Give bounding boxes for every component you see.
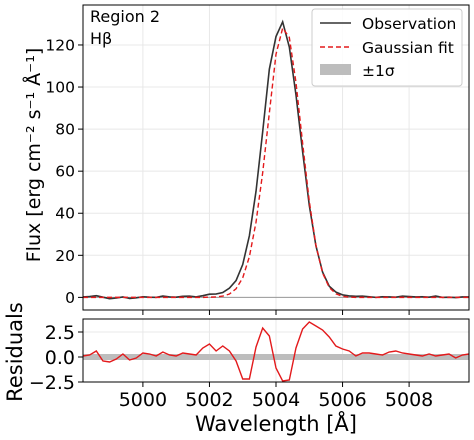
top-y-tick-label: 40: [55, 205, 75, 223]
x-tick-label: 5004: [252, 389, 300, 411]
bottom-y-tick-label: 2.5: [45, 322, 75, 344]
top-y-axis-label: Flux [erg cm⁻² s⁻¹ Å⁻¹]: [22, 48, 45, 263]
legend-error-band-label: ±1σ: [362, 62, 395, 80]
bottom-y-ticks: 2.5 0.0 −2.5: [29, 322, 83, 394]
line-annotation: Hβ: [90, 29, 112, 48]
top-y-tick-label: 20: [55, 247, 75, 265]
top-y-tick-label: 120: [45, 36, 75, 54]
region-annotation: Region 2: [90, 7, 160, 26]
top-axes-frame: [82, 4, 470, 311]
bottom-y-tick-label: −2.5: [29, 372, 75, 394]
legend-error-band-swatch: [320, 64, 351, 75]
bottom-y-tick-label: 0.0: [45, 347, 75, 369]
bottom-y-axis-label: Residuals: [3, 302, 27, 402]
top-y-tick-label: 0: [65, 289, 75, 307]
x-tick-label: 5000: [119, 389, 167, 411]
residuals-line: [82, 321, 470, 382]
bottom-x-ticks: 5000 5002 5004 5006 5008: [119, 382, 433, 411]
x-axis-label: Wavelength [Å]: [195, 410, 357, 436]
x-tick-label: 5002: [185, 389, 233, 411]
top-y-tick-label: 100: [45, 79, 75, 97]
x-tick-label: 5006: [318, 389, 366, 411]
top-y-ticks: 0 20 40 60 80 100 120: [45, 36, 83, 307]
top-y-tick-label: 60: [55, 163, 75, 181]
legend-observation-label: Observation: [362, 15, 456, 33]
legend: Observation Gaussian fit ±1σ: [311, 8, 463, 87]
bottom-axes-frame: [82, 318, 470, 383]
bottom-error-band: [83, 354, 469, 360]
gaussian-fit-line: [83, 26, 469, 299]
legend-gaussian-fit-label: Gaussian fit: [362, 39, 454, 57]
x-tick-label: 5008: [385, 389, 433, 411]
top-x-ticks: [142, 310, 410, 315]
top-y-tick-label: 80: [55, 121, 75, 139]
bottom-grid: [83, 319, 469, 383]
